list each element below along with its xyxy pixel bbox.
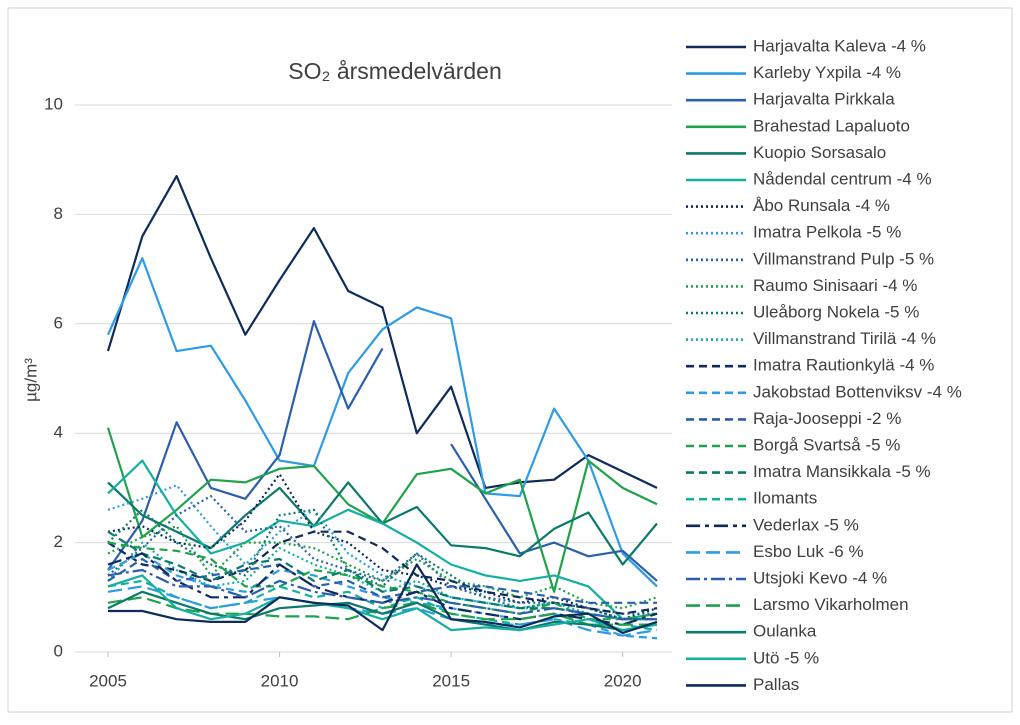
series-line	[107, 459, 658, 621]
y-tick-label: 0	[54, 641, 63, 660]
y-tick-label: 10	[44, 94, 63, 113]
legend-label: Borgå Svartså -5 %	[753, 435, 900, 454]
y-tick-label: 8	[54, 204, 63, 223]
x-tick-label: 2015	[432, 671, 470, 690]
legend-label: Utsjoki Kevo -4 %	[753, 568, 887, 587]
series-line	[107, 473, 658, 621]
legend-label: Åbo Runsala -4 %	[753, 196, 890, 215]
series-line	[107, 530, 658, 615]
series-line	[106, 175, 658, 489]
legend-label: Harjavalta Pirkkala	[753, 90, 895, 109]
legend-label: Karleby Yxpila -4 %	[753, 63, 901, 82]
legend-label: Villmanstrand Pulp -5 %	[753, 249, 934, 268]
series-line	[107, 320, 658, 582]
legend-label: Brahestad Lapaluoto	[753, 116, 910, 135]
legend-label: Imatra Mansikkala -5 %	[753, 462, 931, 481]
series-line	[107, 596, 657, 626]
series-line	[107, 525, 658, 610]
legend-label: Jakobstad Bottenviksv -4 %	[753, 382, 962, 401]
legend-label: Uleåborg Nokela -5 %	[753, 302, 919, 321]
legend-label: Larsmo Vikarholmen	[753, 595, 909, 614]
series-line	[107, 557, 657, 604]
y-axis-label: µg/m³	[21, 358, 40, 402]
series-line	[106, 257, 658, 588]
legend-label: Ilomants	[753, 489, 817, 508]
legend-label: Oulanka	[753, 622, 817, 641]
series-line	[107, 579, 658, 632]
legend-label: Utö -5 %	[753, 648, 819, 667]
chart-title: SO₂ årsmedelvärden	[288, 58, 501, 84]
legend-label: Vederlax -5 %	[753, 515, 859, 534]
series-line	[107, 541, 658, 621]
legend-label: Harjavalta Kaleva -4 %	[753, 36, 926, 55]
x-tick-label: 2010	[261, 671, 299, 690]
legend-label: Villmanstrand Tirilä -4 %	[753, 329, 936, 348]
x-tick-label: 2020	[604, 671, 642, 690]
legend-label: Pallas	[753, 675, 799, 694]
legend-label: Imatra Rautionkylä -4 %	[753, 356, 934, 375]
legend-label: Nådendal centrum -4 %	[753, 169, 932, 188]
y-tick-label: 4	[54, 423, 63, 442]
series-line	[107, 530, 657, 621]
legend-label: Kuopio Sorsasalo	[753, 143, 886, 162]
series-line	[107, 574, 658, 632]
legend-label: Imatra Pelkola -5 %	[753, 223, 901, 242]
legend-label: Raja-Jooseppi -2 %	[753, 409, 901, 428]
y-tick-label: 2	[54, 532, 63, 551]
series-line	[107, 568, 657, 621]
chart-frame	[7, 7, 1013, 713]
series-line	[107, 541, 657, 621]
legend-label: Raumo Sinisaari -4 %	[753, 276, 917, 295]
x-tick-label: 2005	[89, 671, 127, 690]
legend-label: Esbo Luk -6 %	[753, 542, 864, 561]
series-line	[108, 563, 658, 634]
y-tick-label: 6	[54, 313, 63, 332]
